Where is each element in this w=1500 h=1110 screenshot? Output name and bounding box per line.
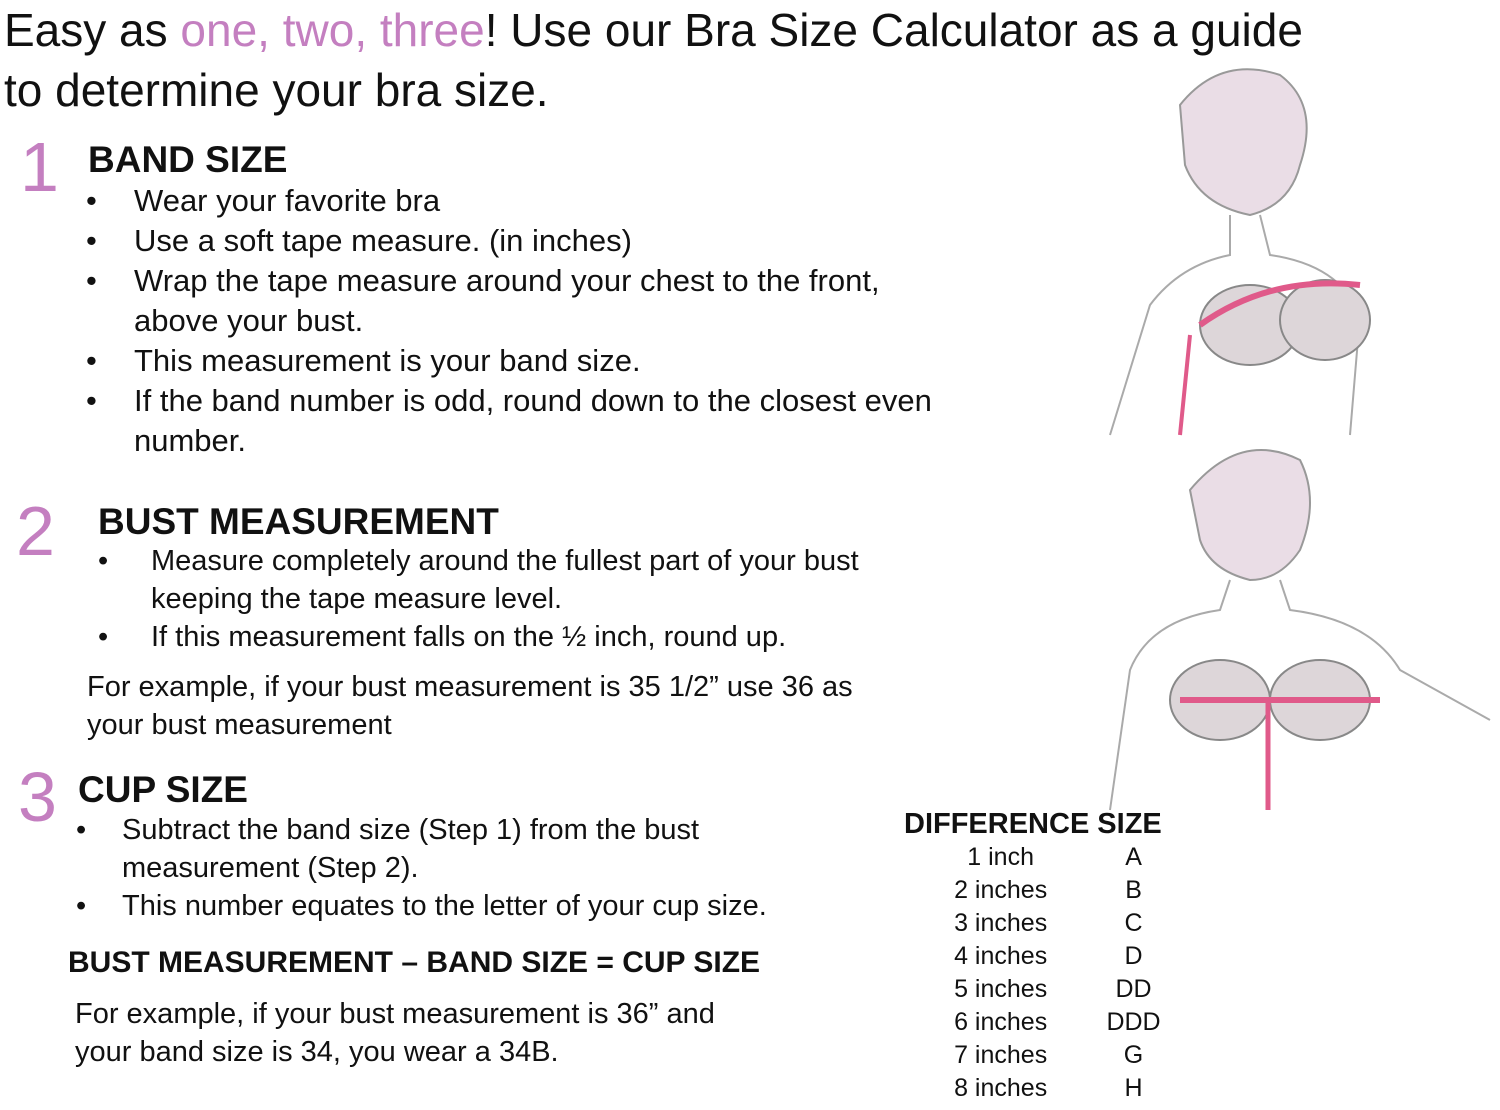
difference-cell: 6 inches <box>954 1008 1048 1036</box>
list-item: This measurement is your band size. <box>134 343 641 378</box>
cup-size-formula: BUST MEASUREMENT – BAND SIZE = CUP SIZE <box>68 946 761 979</box>
difference-cell: 5 inches <box>954 975 1048 1003</box>
band-size-list: • Wear your favorite bra • Use a soft tape… <box>86 181 966 461</box>
table-row: 1 inch A <box>904 841 1170 874</box>
bullet: • <box>86 263 97 298</box>
size-cell: B <box>1125 876 1142 904</box>
list-item: Use a soft tape measure. (in inches) <box>134 223 632 258</box>
size-cell: G <box>1123 1041 1144 1069</box>
size-cell: A <box>1125 843 1142 871</box>
cup-example: For example, if your bust measurement is… <box>75 998 715 1068</box>
difference-cell: 1 inch <box>967 843 1034 871</box>
table-row: 8 inches H <box>904 1072 1170 1105</box>
table-row: 6 inches DDD <box>904 1006 1170 1039</box>
cup-size-table: DIFFERENCE SIZE 1 inch A 2 inches B 3 inches… <box>904 808 1170 1105</box>
bullet: • <box>86 343 97 378</box>
difference-cell: 2 inches <box>954 876 1048 904</box>
bullet: • <box>86 223 97 258</box>
cup-size-list: • Subtract the band size (Step 1) from th… <box>76 811 856 925</box>
title-pre: Easy as <box>4 4 181 56</box>
bullet: • <box>86 383 97 418</box>
difference-cell: 4 inches <box>954 942 1048 970</box>
difference-cell: 7 inches <box>954 1041 1048 1069</box>
list-item: If the band number is odd, round down to… <box>134 383 932 458</box>
list-item: Wrap the tape measure around your chest … <box>134 263 880 338</box>
size-cell: H <box>1124 1074 1143 1102</box>
table-row: 5 inches DD <box>904 973 1170 1006</box>
list-item: If this measurement falls on the ½ inch,… <box>151 621 787 653</box>
table-row: 3 inches C <box>904 907 1170 940</box>
size-cell: C <box>1124 909 1143 937</box>
step-number-3: 3 <box>18 758 57 836</box>
page-title: Easy as one, two, three! Use our Bra Siz… <box>4 0 1324 120</box>
step-heading-band-size: BAND SIZE <box>88 139 288 180</box>
list-item: Wear your favorite bra <box>134 183 441 218</box>
list-item: This number equates to the letter of you… <box>122 890 767 922</box>
size-cell: DD <box>1115 975 1152 1003</box>
bullet: • <box>76 890 87 922</box>
list-item: Measure completely around the fullest pa… <box>151 545 859 615</box>
table-row: 2 inches B <box>904 874 1170 907</box>
step-heading-bust-measurement: BUST MEASUREMENT <box>98 501 499 542</box>
woman-measuring-bust-illustration <box>1109 449 1491 811</box>
step-number-2: 2 <box>16 492 55 570</box>
woman-measuring-band-illustration <box>1109 68 1371 436</box>
bust-measurement-list: • Measure completely around the fullest p… <box>98 542 938 656</box>
title-post: ! Use our Bra Size Calculator as a guide… <box>4 4 1303 116</box>
list-item: Subtract the band size (Step 1) from the… <box>122 814 700 884</box>
size-cell: D <box>1124 942 1143 970</box>
size-cell: DDD <box>1106 1008 1161 1036</box>
step-heading-cup-size: CUP SIZE <box>78 769 248 810</box>
difference-cell: 8 inches <box>954 1074 1048 1102</box>
step-number-1: 1 <box>20 128 59 206</box>
bullet: • <box>86 183 97 218</box>
column-header-difference: DIFFERENCE <box>904 808 1090 840</box>
bullet: • <box>98 621 109 653</box>
bullet: • <box>76 814 87 846</box>
table-row: 7 inches G <box>904 1039 1170 1072</box>
difference-cell: 3 inches <box>954 909 1048 937</box>
bust-example: For example, if your bust measurement is… <box>87 671 853 741</box>
title-accent: one, two, three <box>180 4 485 56</box>
bullet: • <box>98 545 109 577</box>
table-row: 4 inches D <box>904 940 1170 973</box>
column-header-size: SIZE <box>1097 808 1162 840</box>
